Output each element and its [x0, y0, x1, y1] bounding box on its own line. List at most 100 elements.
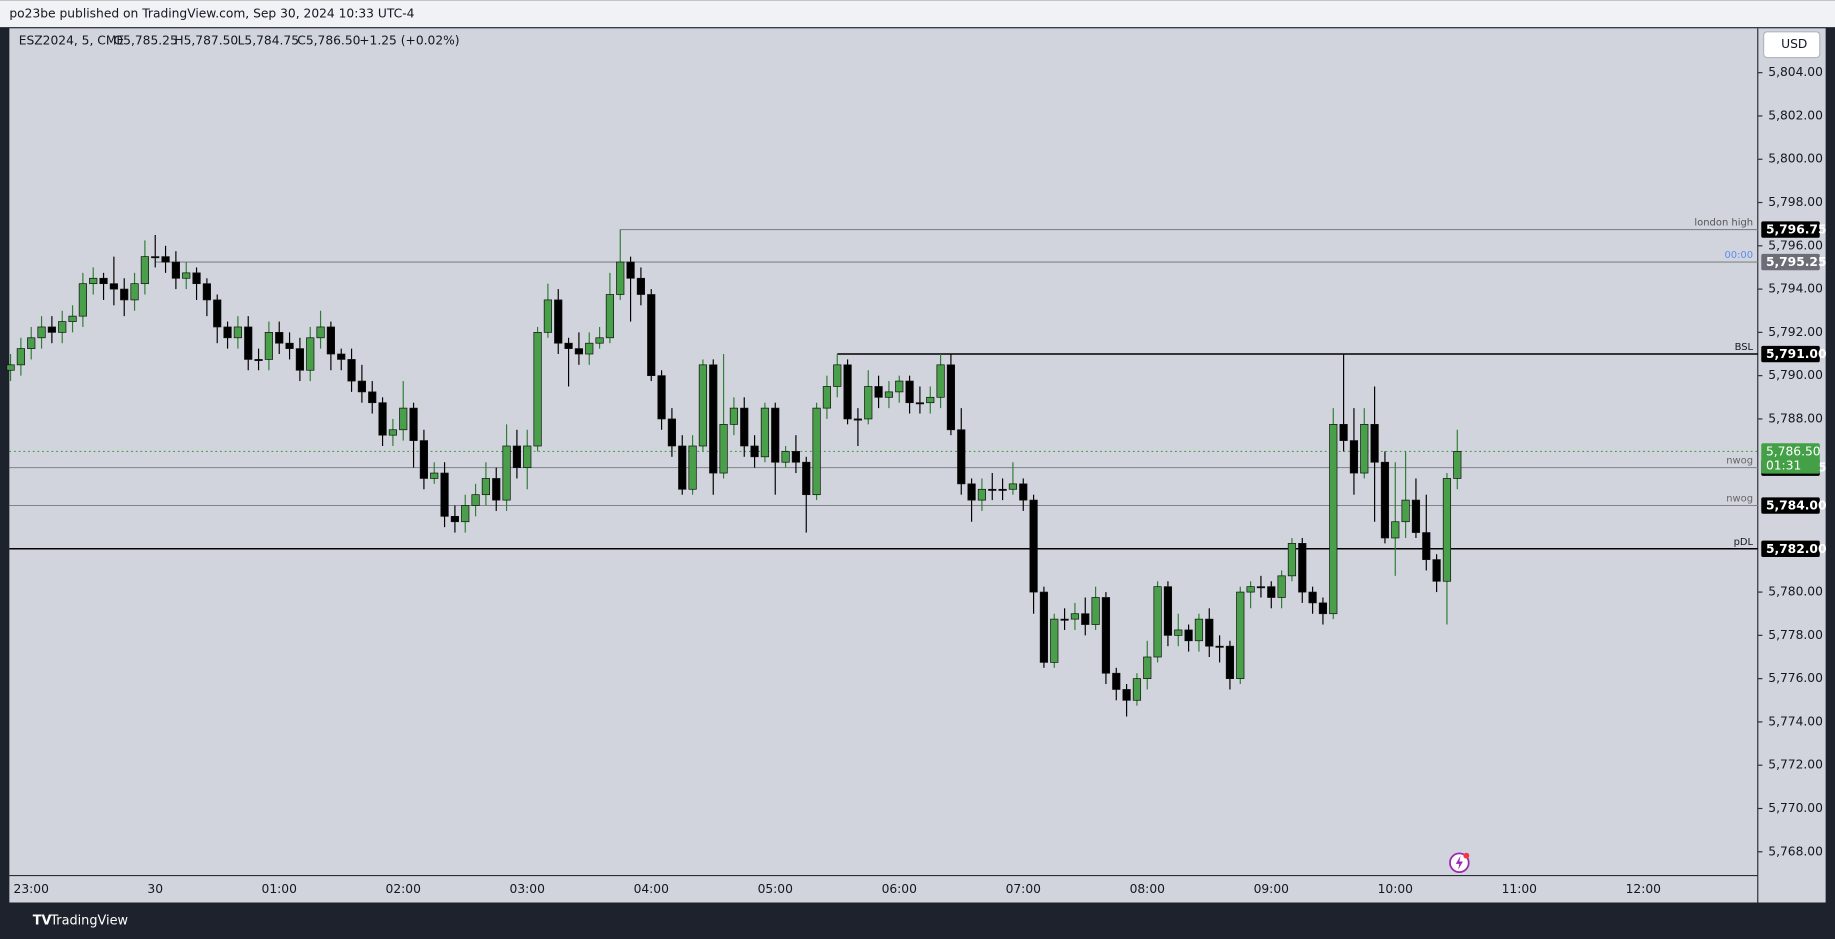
y-tick-label: 5,794.00	[1768, 282, 1823, 296]
candle-body	[68, 315, 77, 322]
level-price-box	[1761, 221, 1820, 238]
chart-area	[9, 28, 1826, 903]
candle-body	[1194, 618, 1204, 642]
alert-icon-bolt	[1455, 855, 1463, 870]
x-tick-label: 09:00	[1254, 882, 1289, 896]
candle-body	[771, 407, 780, 463]
x-tick-label: 01:00	[262, 882, 297, 896]
brand-logo: TV	[33, 914, 52, 929]
candle-body	[833, 364, 842, 387]
x-tick-label: 02:00	[386, 882, 421, 896]
candle-body	[698, 364, 708, 447]
candle-body	[368, 391, 377, 404]
candle-body	[781, 451, 790, 463]
candle-body	[895, 380, 904, 393]
candle-body	[1339, 424, 1348, 441]
candle-body	[378, 402, 387, 436]
candle-body	[1370, 424, 1379, 463]
candle-body	[740, 407, 749, 447]
candle-body	[1112, 672, 1121, 690]
level-name: london high	[1694, 218, 1753, 229]
candle-body	[130, 283, 139, 301]
candle-body	[1008, 483, 1018, 490]
candle-body	[523, 445, 532, 468]
candle-body	[47, 326, 56, 333]
y-tick-label: 5,802.00	[1768, 108, 1823, 122]
candle-body	[461, 505, 470, 523]
x-tick-label: 06:00	[882, 882, 917, 896]
legend-low: L5,784.75	[238, 34, 299, 48]
candle-body	[6, 364, 15, 371]
candle-body	[512, 445, 522, 468]
y-tick-label: 5,788.00	[1768, 411, 1823, 425]
candle-body	[1380, 461, 1390, 539]
candle-body	[264, 332, 273, 360]
top-bar	[0, 0, 1835, 28]
candle-body	[388, 429, 397, 436]
candle-body	[1081, 613, 1090, 625]
x-tick-label: 10:00	[1378, 882, 1413, 896]
candle-body	[1091, 597, 1100, 625]
candle-body	[295, 348, 304, 371]
candle-body	[719, 424, 728, 474]
x-tick-label: 30	[147, 882, 163, 896]
candle-body	[316, 326, 325, 339]
candle-body	[502, 445, 511, 501]
candle-body	[657, 375, 666, 420]
legend-close: C5,786.50	[297, 34, 360, 48]
candle-body	[1401, 499, 1410, 523]
candle-body	[636, 277, 646, 295]
candle-body	[151, 256, 160, 259]
candle-body	[223, 326, 232, 339]
y-tick-label: 5,774.00	[1768, 714, 1823, 728]
candle-body	[285, 342, 294, 349]
x-tick-label: 08:00	[1130, 882, 1165, 896]
candle-body	[419, 440, 428, 479]
candle-body	[729, 407, 739, 425]
candle-body	[440, 472, 449, 517]
candle-body	[192, 272, 201, 285]
candle-body	[89, 277, 98, 285]
candle-body	[337, 353, 346, 360]
candle-body	[1174, 629, 1183, 636]
candle-body	[1453, 451, 1462, 479]
x-tick-label: 03:00	[510, 882, 545, 896]
candle-body	[213, 299, 222, 328]
candle-body	[233, 326, 242, 339]
candle-body	[750, 445, 759, 458]
level-price-label: 5,791.00	[1766, 347, 1827, 361]
candle-body	[564, 342, 573, 349]
candle-body	[140, 256, 149, 285]
candle-body	[543, 299, 553, 333]
brand: TradingView	[49, 914, 128, 929]
candle-body	[915, 402, 925, 405]
candle-body	[1060, 618, 1069, 621]
candle-body	[1205, 618, 1214, 647]
last-price-countdown: 01:31	[1766, 459, 1801, 473]
candle-body	[306, 337, 315, 371]
candle-body	[1029, 499, 1038, 593]
candle-body	[905, 380, 914, 404]
candle-body	[409, 407, 418, 441]
candle-body	[605, 294, 615, 339]
candle-body	[554, 299, 563, 344]
currency-button[interactable]	[1763, 31, 1821, 59]
level-price-label: 5,784.00	[1766, 499, 1827, 513]
last-price-label: 5,786.50	[1766, 444, 1821, 458]
last-price-box	[1761, 443, 1820, 474]
candle-body	[874, 386, 883, 398]
level-price-box	[1761, 540, 1820, 557]
candle-body	[1101, 597, 1111, 674]
candle-body	[977, 488, 987, 501]
plot: 5,768.00 5,770.00 5,772.00 5,774.00 5,776.00…	[6, 65, 1827, 896]
candle-body	[864, 386, 873, 420]
candle-body	[1329, 424, 1338, 615]
candle-body	[37, 326, 46, 339]
candle-body	[853, 418, 863, 421]
candle-body	[1184, 629, 1193, 642]
candle-body	[595, 337, 604, 344]
candle-body	[1360, 424, 1369, 474]
y-tick-label: 5,792.00	[1768, 325, 1823, 339]
y-tick-label: 5,772.00	[1768, 758, 1823, 772]
